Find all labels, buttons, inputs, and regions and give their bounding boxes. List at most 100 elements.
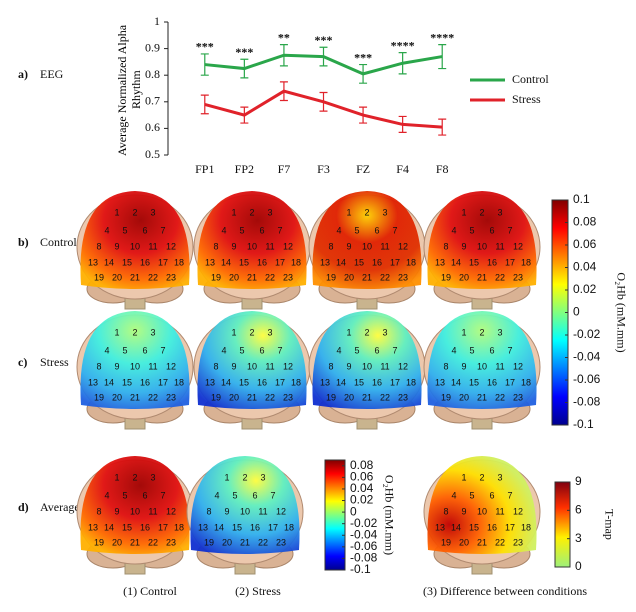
channel-label: 7 bbox=[270, 490, 275, 500]
channel-label: 22 bbox=[148, 272, 158, 282]
channel-label: 17 bbox=[275, 377, 285, 387]
error-bar bbox=[359, 106, 368, 124]
channel-label: 23 bbox=[398, 392, 408, 402]
channel-label: 2 bbox=[364, 327, 369, 337]
significance: **** bbox=[430, 30, 454, 44]
channel-label: 10 bbox=[362, 241, 372, 251]
activation bbox=[312, 191, 422, 289]
channel-label: 6 bbox=[259, 225, 264, 235]
channel-label: 18 bbox=[521, 377, 531, 387]
channel-label: 22 bbox=[380, 392, 390, 402]
channel-label: 5 bbox=[239, 345, 244, 355]
colorbar-tick-label: -0.06 bbox=[350, 539, 378, 553]
channel-label: 16 bbox=[487, 377, 497, 387]
channel-label: 13 bbox=[435, 257, 445, 267]
x-tick-label: FP1 bbox=[195, 162, 214, 176]
column-label: (2) Stress bbox=[235, 584, 281, 598]
channel-label: 16 bbox=[372, 257, 382, 267]
channel-label: 4 bbox=[336, 345, 341, 355]
activation bbox=[312, 311, 422, 409]
channel-label: 21 bbox=[362, 392, 372, 402]
error-bar bbox=[319, 91, 328, 112]
channel-label: 12 bbox=[398, 241, 408, 251]
channel-label: 1 bbox=[461, 207, 466, 217]
colorbar-tick-label: -0.02 bbox=[350, 516, 378, 530]
channel-label: 11 bbox=[265, 361, 274, 371]
channel-label: 14 bbox=[221, 257, 231, 267]
channel-label: 9 bbox=[461, 361, 466, 371]
channel-label: 5 bbox=[122, 490, 127, 500]
channel-label: 10 bbox=[130, 506, 140, 516]
significance: *** bbox=[354, 50, 372, 64]
channel-label: 6 bbox=[489, 345, 494, 355]
error-bar bbox=[200, 94, 209, 115]
x-tick-label: F8 bbox=[436, 162, 449, 176]
channel-label: 6 bbox=[374, 345, 379, 355]
channel-label: 8 bbox=[328, 361, 333, 371]
colorbar-tick-label: 0.1 bbox=[573, 192, 590, 206]
y-tick-label: 0.6 bbox=[145, 120, 160, 134]
colorbar-tick-label: 9 bbox=[575, 474, 582, 488]
channel-label: 16 bbox=[250, 522, 260, 532]
y-tick-label: 0.7 bbox=[145, 94, 160, 108]
error-bar bbox=[398, 115, 407, 133]
channel-label: 18 bbox=[284, 522, 294, 532]
channel-label: 10 bbox=[362, 361, 372, 371]
channel-label: 19 bbox=[94, 537, 104, 547]
channel-label: 21 bbox=[240, 537, 250, 547]
channel-label: 7 bbox=[160, 345, 165, 355]
error-bar bbox=[240, 58, 249, 79]
channel-label: 5 bbox=[354, 345, 359, 355]
channel-label: 15 bbox=[469, 257, 479, 267]
colorbar-tick-label: 0 bbox=[575, 559, 582, 573]
channel-label: 5 bbox=[232, 490, 237, 500]
channel-label: 4 bbox=[104, 225, 109, 235]
channel-label: 3 bbox=[260, 472, 265, 482]
channel-label: 11 bbox=[495, 506, 504, 516]
channel-label: 22 bbox=[148, 537, 158, 547]
channel-label: 18 bbox=[521, 522, 531, 532]
channel-label: 2 bbox=[479, 327, 484, 337]
channel-label: 21 bbox=[362, 272, 372, 282]
channel-label: 17 bbox=[268, 522, 278, 532]
column-label: (3) Difference between conditions bbox=[423, 584, 587, 598]
channel-label: 4 bbox=[451, 345, 456, 355]
error-bar bbox=[398, 51, 407, 75]
activation bbox=[190, 456, 300, 554]
channel-label: 17 bbox=[505, 522, 515, 532]
channel-label: 17 bbox=[158, 522, 168, 532]
channel-label: 22 bbox=[148, 392, 158, 402]
colorbar-tick-label: -0.06 bbox=[573, 372, 601, 386]
channel-label: 10 bbox=[130, 241, 140, 251]
colorbar-tick-label: 0.02 bbox=[350, 493, 374, 507]
channel-label: 19 bbox=[211, 272, 221, 282]
channel-label: 9 bbox=[114, 361, 119, 371]
channel-label: 19 bbox=[326, 272, 336, 282]
channel-label: 13 bbox=[198, 522, 208, 532]
channel-label: 3 bbox=[150, 207, 155, 217]
channel-label: 20 bbox=[459, 272, 469, 282]
colorbar-tick-label: -0.08 bbox=[350, 551, 378, 565]
channel-label: 16 bbox=[257, 257, 267, 267]
channel-label: 21 bbox=[130, 272, 140, 282]
channel-label: 21 bbox=[130, 537, 140, 547]
row-label: EEG bbox=[40, 67, 64, 81]
channel-label: 12 bbox=[166, 241, 176, 251]
channel-label: 12 bbox=[513, 241, 523, 251]
channel-label: 19 bbox=[326, 392, 336, 402]
error-bar bbox=[438, 118, 447, 136]
channel-label: 12 bbox=[513, 506, 523, 516]
row-label: Average bbox=[40, 500, 80, 514]
channel-label: 1 bbox=[114, 327, 119, 337]
channel-label: 5 bbox=[122, 345, 127, 355]
colorbar-tick-label: -0.1 bbox=[573, 417, 594, 431]
channel-label: 13 bbox=[435, 522, 445, 532]
channel-label: 8 bbox=[328, 241, 333, 251]
channel-label: 23 bbox=[398, 272, 408, 282]
channel-label: 3 bbox=[267, 327, 272, 337]
